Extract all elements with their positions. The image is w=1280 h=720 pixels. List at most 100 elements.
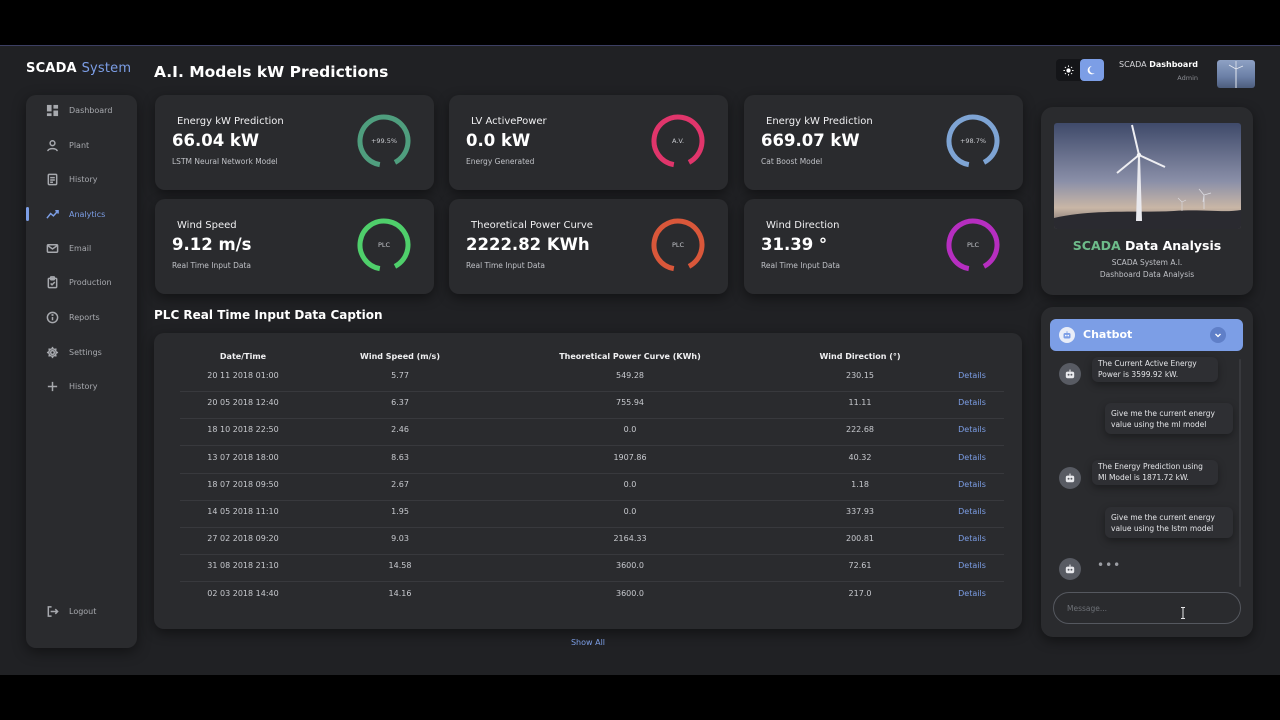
details-link[interactable]: Details: [958, 507, 986, 516]
kpi-value: 9.12 m/s: [172, 235, 252, 254]
cell-power-curve: 1907.86: [613, 453, 647, 462]
sidebar-item-label: Production: [69, 277, 112, 287]
cell-datetime: 31 08 2018 21:10: [207, 561, 279, 570]
sidebar-item-history[interactable]: History: [26, 167, 137, 191]
table-row: 14 05 2018 11:10 1.95 0.0 337.93 Details: [180, 501, 1004, 528]
cell-wind-speed: 6.37: [391, 398, 409, 407]
avatar[interactable]: [1217, 60, 1255, 88]
kpi-title: Theoretical Power Curve: [471, 220, 593, 231]
sun-icon[interactable]: [1056, 59, 1080, 81]
logout-button[interactable]: Logout: [26, 599, 137, 623]
ring-label: A.V.: [671, 137, 685, 145]
column-header-wind-direction[interactable]: Wind Direction (°): [819, 352, 901, 361]
bot-avatar: [1059, 363, 1081, 385]
kpi-card-catboost[interactable]: Energy kW Prediction 669.07 kW Cat Boost…: [744, 95, 1023, 190]
column-header-datetime[interactable]: Date/Time: [219, 352, 267, 361]
sidebar-item-plant[interactable]: Plant: [26, 133, 137, 157]
analysis-subtitle-2: Dashboard Data Analysis: [1099, 270, 1195, 279]
sidebar-item-production[interactable]: Production: [26, 270, 137, 294]
brand-logo[interactable]: SCADA System: [26, 61, 131, 76]
cell-power-curve: 755.94: [616, 398, 644, 407]
cell-datetime: 02 03 2018 14:40: [207, 589, 279, 598]
logout-label: Logout: [69, 606, 97, 616]
sidebar-item-history-add[interactable]: History: [26, 374, 137, 398]
data-analysis-card[interactable]: SCADA Data Analysis SCADA System A.I. Da…: [1041, 107, 1253, 295]
cell-datetime: 20 11 2018 01:00: [207, 371, 279, 380]
progress-ring: [946, 114, 1000, 168]
details-link[interactable]: Details: [958, 561, 986, 570]
cell-power-curve: 0.0: [623, 507, 637, 516]
details-link[interactable]: Details: [958, 453, 986, 462]
details-link[interactable]: Details: [958, 480, 986, 489]
progress-ring: [651, 114, 705, 168]
cell-power-curve: 2164.33: [613, 534, 647, 543]
bot-message: The Energy Prediction using Ml Model is …: [1092, 460, 1218, 485]
cell-power-curve: 3600.0: [616, 561, 644, 570]
kpi-card-lv-activepower[interactable]: LV ActivePower 0.0 kW Energy Generated A…: [449, 95, 728, 190]
show-all-link[interactable]: Show All: [570, 638, 606, 647]
details-link[interactable]: Details: [958, 534, 986, 543]
message-line: The Current Active Energy: [1098, 359, 1197, 368]
typing-indicator: •••: [1097, 558, 1122, 572]
kpi-subtitle: LSTM Neural Network Model: [172, 157, 278, 166]
cell-power-curve: 3600.0: [616, 589, 644, 598]
moon-icon[interactable]: [1080, 59, 1104, 81]
kpi-title: Wind Direction: [766, 220, 840, 231]
plc-data-table: Date/Time Wind Speed (m/s) Theoretical P…: [154, 333, 1022, 629]
sidebar-item-reports[interactable]: Reports: [26, 305, 137, 329]
details-link[interactable]: Details: [958, 589, 986, 598]
sidebar-item-analytics[interactable]: Analytics: [26, 202, 137, 226]
sidebar-item-email[interactable]: Email: [26, 236, 137, 260]
kpi-card-lstm[interactable]: Energy kW Prediction 66.04 kW LSTM Neura…: [155, 95, 434, 190]
cell-wind-speed: 14.58: [388, 561, 412, 570]
table-row: 31 08 2018 21:10 14.58 3600.0 72.61 Deta…: [180, 555, 1004, 582]
cell-wind-direction: 11.11: [848, 398, 872, 407]
ring-label: PLC: [671, 241, 685, 249]
details-link[interactable]: Details: [958, 398, 986, 407]
sidebar-item-label: Reports: [69, 312, 100, 322]
progress-ring: [946, 218, 1000, 272]
page-title: A.I. Models kW Predictions: [154, 63, 389, 81]
cell-wind-direction: 72.61: [848, 561, 872, 570]
table-row: 13 07 2018 18:00 8.63 1907.86 40.32 Deta…: [180, 447, 1004, 474]
details-link[interactable]: Details: [958, 371, 986, 380]
kpi-card-wind-direction[interactable]: Wind Direction 31.39 ° Real Time Input D…: [744, 199, 1023, 294]
user-title: SCADA Dashboard: [1100, 60, 1198, 69]
chat-scrollbar[interactable]: [1239, 359, 1241, 587]
sidebar-item-settings[interactable]: Settings: [26, 340, 137, 364]
kpi-subtitle: Energy Generated: [466, 157, 535, 166]
brand-accent: System: [81, 61, 132, 76]
cell-wind-direction: 40.32: [848, 453, 872, 462]
progress-ring: [651, 218, 705, 272]
cell-power-curve: 549.28: [616, 371, 644, 380]
kpi-card-power-curve[interactable]: Theoretical Power Curve 2222.82 KWh Real…: [449, 199, 728, 294]
chevron-down-icon[interactable]: [1210, 327, 1226, 343]
plus-icon: [45, 379, 59, 393]
kpi-card-wind-speed[interactable]: Wind Speed 9.12 m/s Real Time Input Data…: [155, 199, 434, 294]
details-link[interactable]: Details: [958, 425, 986, 434]
info-icon: [45, 310, 59, 324]
sidebar-item-label: Plant: [69, 140, 90, 150]
analysis-title: SCADA Data Analysis: [1041, 238, 1253, 253]
table-row: 18 07 2018 09:50 2.67 0.0 1.18 Details: [180, 474, 1004, 501]
kpi-value: 669.07 kW: [761, 131, 860, 150]
message-line: value using the lstm model: [1111, 524, 1214, 533]
column-header-wind-speed[interactable]: Wind Speed (m/s): [360, 352, 440, 361]
chatbot-header[interactable]: Chatbot: [1050, 319, 1243, 351]
cell-wind-speed: 1.95: [391, 507, 409, 516]
sidebar: Dashboard Plant History Analytics Email: [26, 95, 137, 648]
theme-toggle[interactable]: [1056, 59, 1104, 81]
cell-wind-speed: 8.63: [391, 453, 409, 462]
table-row: 20 05 2018 12:40 6.37 755.94 11.11 Detai…: [180, 392, 1004, 419]
analysis-title-accent: SCADA: [1072, 238, 1121, 253]
cell-datetime: 20 05 2018 12:40: [207, 398, 279, 407]
kpi-subtitle: Real Time Input Data: [466, 261, 546, 270]
cell-wind-direction: 217.0: [848, 589, 872, 598]
gear-icon: [45, 345, 59, 359]
message-input[interactable]: [1053, 592, 1241, 624]
sidebar-item-label: History: [69, 174, 98, 184]
column-header-power-curve[interactable]: Theoretical Power Curve (KWh): [559, 352, 701, 361]
sidebar-item-label: Analytics: [69, 209, 106, 219]
bot-message: The Current Active Energy Power is 3599.…: [1092, 357, 1218, 382]
sidebar-item-dashboard[interactable]: Dashboard: [26, 98, 137, 122]
